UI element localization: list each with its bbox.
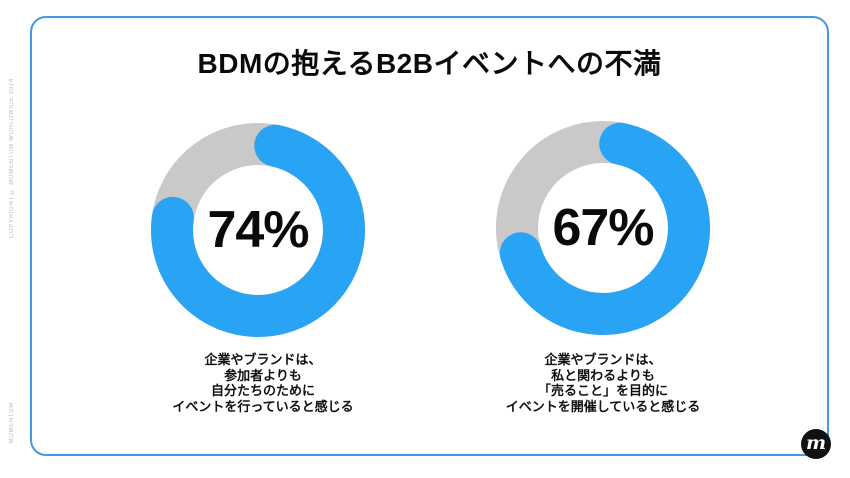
donut-right-percent-label: 67% bbox=[552, 199, 654, 257]
donut-chart-right-svg bbox=[496, 121, 710, 335]
caption-line: 私と関わるよりも bbox=[551, 367, 655, 383]
caption-line: 企業やブランドは、 bbox=[204, 352, 322, 367]
momentum-logo: m bbox=[801, 429, 831, 459]
slide-card: BDMの抱えるB2Bイベントへの不満 74% 67% 企業やブランドは、 参加者… bbox=[30, 16, 829, 456]
donut-left-percent-label: 74% bbox=[207, 201, 309, 259]
caption-line: 企業やブランドは、 bbox=[544, 352, 662, 367]
donut-value-arc bbox=[496, 121, 710, 335]
caption-line: イベントを行っていると感じる bbox=[172, 398, 354, 414]
caption-line: 参加者よりも bbox=[224, 367, 302, 383]
donut-chart-left-svg bbox=[151, 123, 365, 337]
donut-chart-left: 74% bbox=[150, 122, 366, 338]
donut-right-caption: 企業やブランドは、 私と関わるよりも 「売ること」を目的に イベントを開催してい… bbox=[443, 352, 763, 414]
logo-m-letter: m bbox=[805, 431, 827, 454]
side-brand-text: MOMENTUM bbox=[9, 402, 15, 444]
donut-chart-right: 67% bbox=[495, 120, 711, 336]
donut-left-caption: 企業やブランドは、 参加者よりも 自分たちのために イベントを行っていると感じる bbox=[103, 352, 423, 414]
side-copyright-text: COPYRIGHT © MOMENTUM WORLDWIDE 2024 bbox=[9, 78, 15, 239]
donut-value-arc bbox=[151, 123, 365, 337]
slide-title: BDMの抱えるB2Bイベントへの不満 bbox=[197, 48, 662, 79]
caption-line: 「売ること」を目的に bbox=[537, 383, 668, 398]
caption-line: イベントを開催していると感じる bbox=[505, 398, 701, 414]
caption-line: 自分たちのために bbox=[210, 383, 315, 398]
